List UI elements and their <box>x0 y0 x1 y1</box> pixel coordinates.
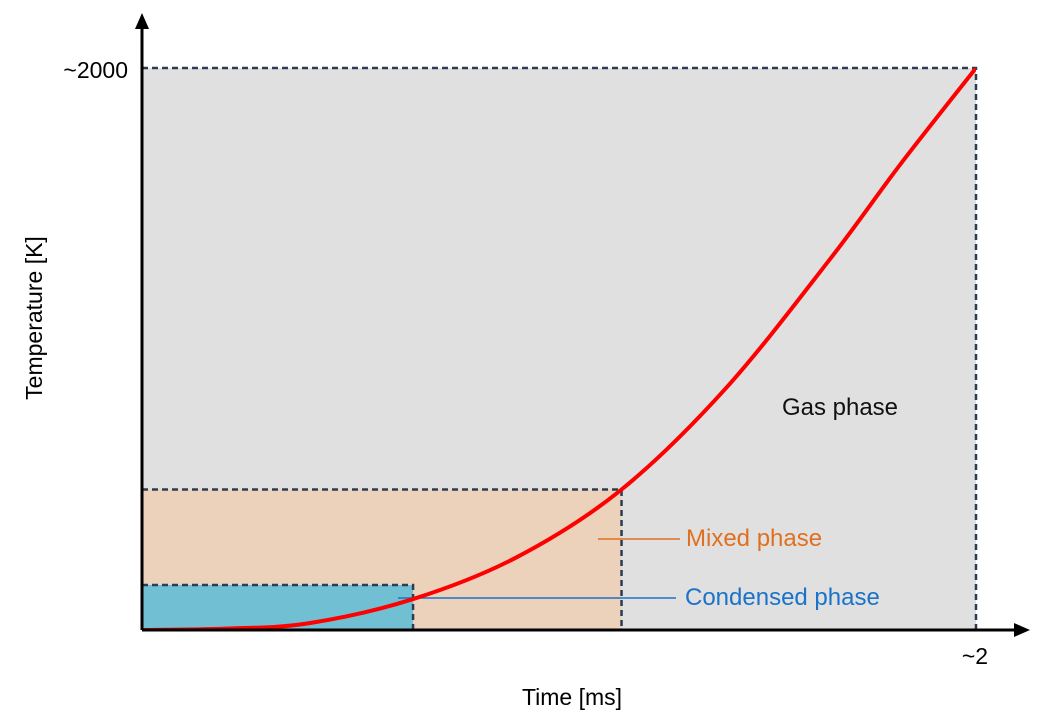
axes <box>135 13 1030 637</box>
y-axis-label: Temperature [K] <box>21 236 47 400</box>
region-label-1: Mixed phase <box>686 525 822 552</box>
region-2 <box>140 583 415 632</box>
region-label-0: Gas phase <box>782 394 898 421</box>
temperature-curve <box>142 68 976 630</box>
curve-layer <box>142 68 976 630</box>
y-axis-arrowhead <box>135 13 149 29</box>
x-axis-label: Time [ms] <box>522 684 622 710</box>
region-labels: Gas phase Mixed phase Condensed phase <box>685 394 898 611</box>
x-tick-label: ~2 <box>962 643 988 669</box>
leader-lines <box>398 538 680 599</box>
phase-regions <box>140 66 978 632</box>
region-label-2: Condensed phase <box>685 584 880 611</box>
x-axis-arrowhead <box>1014 623 1030 637</box>
y-tick-label: ~2000 <box>63 57 128 83</box>
